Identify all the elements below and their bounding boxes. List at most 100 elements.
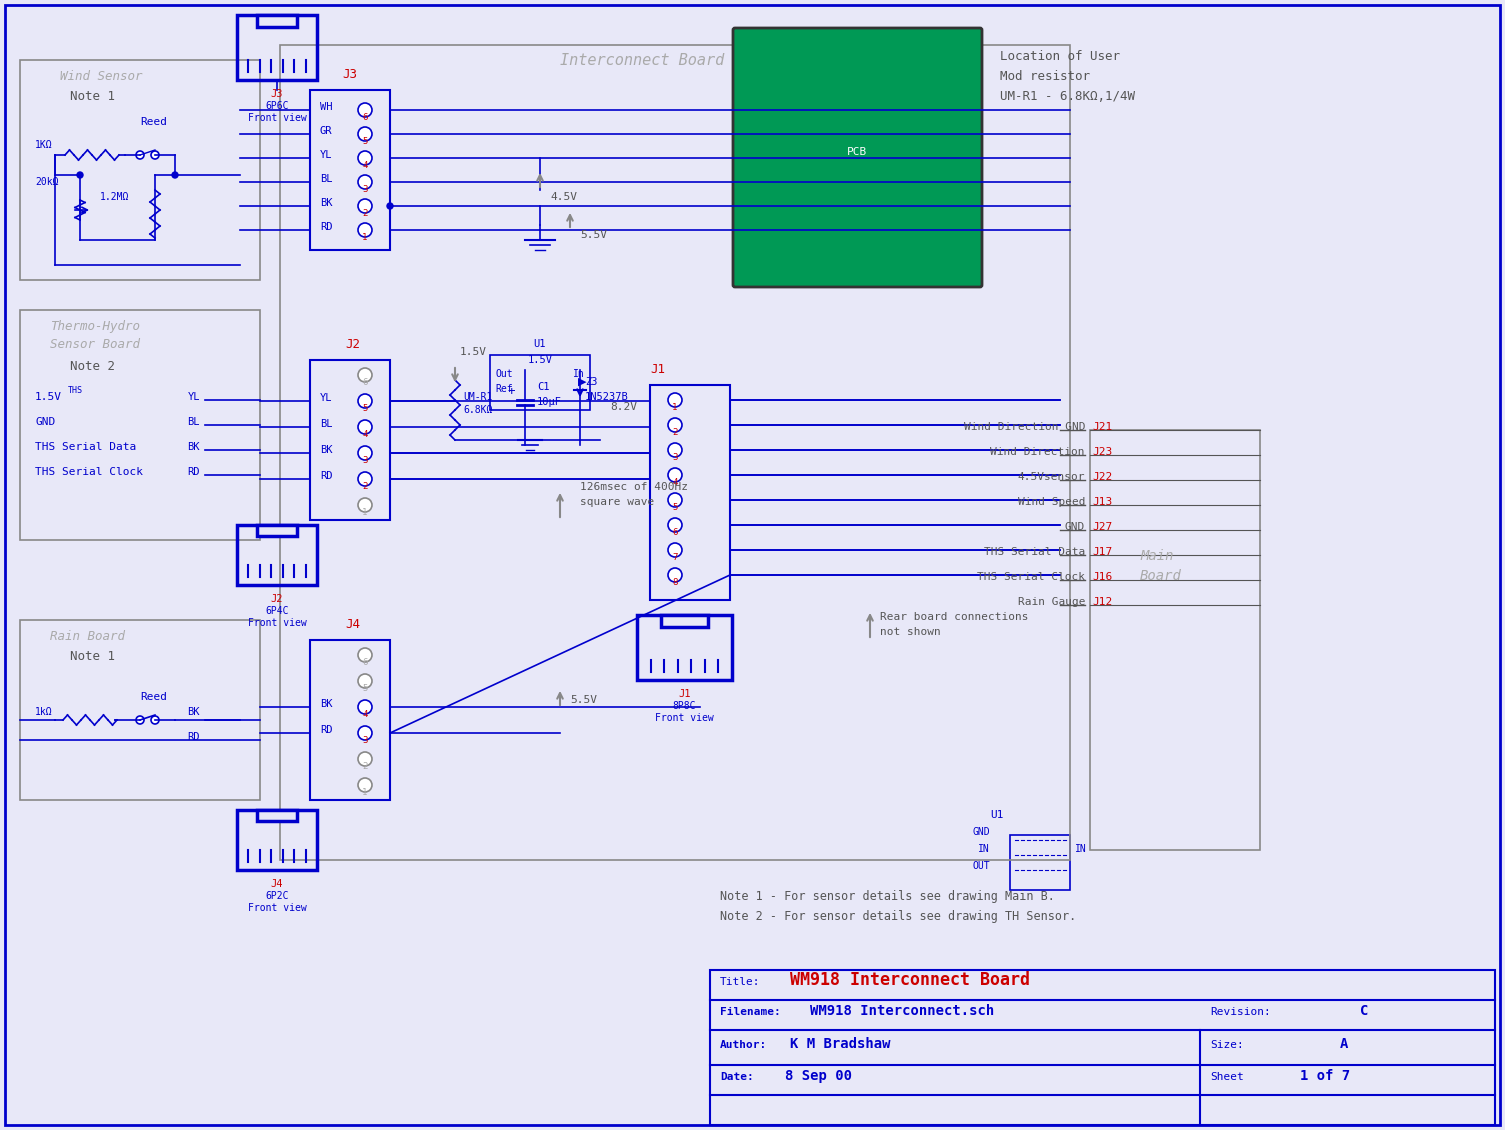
Text: U1: U1 <box>990 810 1004 820</box>
Text: RD: RD <box>321 221 333 232</box>
Circle shape <box>150 716 160 724</box>
Text: 7: 7 <box>673 553 677 562</box>
Text: Reed: Reed <box>140 118 167 127</box>
Text: J2: J2 <box>345 338 360 351</box>
Text: 2: 2 <box>363 483 367 492</box>
Circle shape <box>668 518 682 532</box>
Text: 2: 2 <box>363 209 367 218</box>
Circle shape <box>358 725 372 740</box>
Text: Note 1 - For sensor details see drawing Main B.: Note 1 - For sensor details see drawing … <box>719 890 1055 903</box>
Circle shape <box>668 468 682 483</box>
Bar <box>236 810 318 870</box>
Text: 1: 1 <box>363 508 367 518</box>
Text: J21: J21 <box>1093 421 1112 432</box>
Bar <box>491 355 590 410</box>
Bar <box>257 525 296 536</box>
Text: K M Bradshaw: K M Bradshaw <box>790 1037 891 1051</box>
Text: J13: J13 <box>1093 497 1112 507</box>
Circle shape <box>135 716 144 724</box>
Circle shape <box>358 199 372 212</box>
Text: C1: C1 <box>537 382 549 392</box>
Text: RD: RD <box>188 467 200 477</box>
Text: J16: J16 <box>1093 572 1112 582</box>
Text: 3: 3 <box>673 453 677 462</box>
Circle shape <box>358 223 372 237</box>
Text: 4: 4 <box>673 478 677 487</box>
Text: Note 2: Note 2 <box>71 360 114 373</box>
Text: Sheet: Sheet <box>1210 1072 1243 1083</box>
Text: YL: YL <box>188 392 200 402</box>
Text: WM918 Interconnect.sch: WM918 Interconnect.sch <box>810 1003 995 1018</box>
Text: UM-R1: UM-R1 <box>464 392 492 402</box>
Text: Reed: Reed <box>140 692 167 702</box>
Text: 4.5Vsensor: 4.5Vsensor <box>1017 472 1085 483</box>
Text: Board: Board <box>1139 570 1181 583</box>
Text: OUT: OUT <box>972 861 990 871</box>
Circle shape <box>358 777 372 792</box>
Circle shape <box>668 443 682 457</box>
Text: 1kΩ: 1kΩ <box>35 707 53 718</box>
Text: BL: BL <box>188 417 200 427</box>
Text: 3: 3 <box>363 185 367 194</box>
Text: Mod resistor: Mod resistor <box>999 70 1090 82</box>
Bar <box>236 525 318 585</box>
Text: WM918 Interconnect Board: WM918 Interconnect Board <box>790 971 1029 989</box>
Text: 1.2MΩ: 1.2MΩ <box>99 192 129 202</box>
Text: J2: J2 <box>271 594 283 605</box>
Text: Rain Gauge: Rain Gauge <box>1017 597 1085 607</box>
Text: GND: GND <box>35 417 56 427</box>
Text: In: In <box>573 370 585 379</box>
Text: 1.5V: 1.5V <box>35 392 62 402</box>
Text: Interconnect Board: Interconnect Board <box>560 53 724 68</box>
Circle shape <box>77 172 83 179</box>
Text: Date:: Date: <box>719 1072 754 1083</box>
Text: C: C <box>1361 1003 1368 1018</box>
Circle shape <box>358 699 372 714</box>
Bar <box>1090 431 1260 850</box>
Text: +: + <box>507 385 515 398</box>
Text: Filename:: Filename: <box>719 1007 781 1017</box>
Text: 126msec of 400Hz: 126msec of 400Hz <box>579 483 688 492</box>
Text: Note 1: Note 1 <box>71 650 114 663</box>
Text: BK: BK <box>188 442 200 452</box>
Circle shape <box>358 472 372 486</box>
Text: Wind Direction GND: Wind Direction GND <box>963 421 1085 432</box>
Text: Note 1: Note 1 <box>71 90 114 103</box>
Text: 6P4C: 6P4C <box>265 606 289 616</box>
Bar <box>1010 835 1070 890</box>
Bar <box>236 15 318 80</box>
Text: 1N5237B: 1N5237B <box>585 392 629 402</box>
Text: UM-R1 - 6.8KΩ,1/4W: UM-R1 - 6.8KΩ,1/4W <box>999 90 1135 103</box>
Circle shape <box>668 568 682 582</box>
Bar <box>310 360 390 520</box>
Text: Thermo-Hydro: Thermo-Hydro <box>50 320 140 333</box>
Text: RD: RD <box>321 725 333 734</box>
Text: 4: 4 <box>363 160 367 170</box>
Text: Author:: Author: <box>719 1040 768 1050</box>
Bar <box>650 385 730 600</box>
Text: Revision:: Revision: <box>1210 1007 1270 1017</box>
Circle shape <box>668 493 682 507</box>
Text: 1: 1 <box>673 403 677 412</box>
Text: J1: J1 <box>679 689 691 699</box>
Text: Front view: Front view <box>655 713 713 723</box>
Text: J3: J3 <box>343 68 358 81</box>
Circle shape <box>358 394 372 408</box>
Text: Location of User: Location of User <box>999 50 1120 63</box>
Bar <box>310 640 390 800</box>
Text: 2: 2 <box>673 428 677 437</box>
Bar <box>661 615 709 627</box>
Text: 1: 1 <box>363 788 367 797</box>
Circle shape <box>358 368 372 382</box>
Text: 6.8KΩ: 6.8KΩ <box>464 405 492 415</box>
Text: Sensor Board: Sensor Board <box>50 338 140 351</box>
Text: PCB: PCB <box>847 147 867 157</box>
Text: 4.5V: 4.5V <box>549 192 576 202</box>
Text: 5: 5 <box>363 684 367 693</box>
Text: Front view: Front view <box>248 618 307 628</box>
Bar <box>710 970 1494 1125</box>
Text: BK: BK <box>321 198 333 208</box>
Text: WH: WH <box>321 102 333 112</box>
Text: 8 Sep 00: 8 Sep 00 <box>786 1069 852 1083</box>
Text: Title:: Title: <box>719 977 760 986</box>
